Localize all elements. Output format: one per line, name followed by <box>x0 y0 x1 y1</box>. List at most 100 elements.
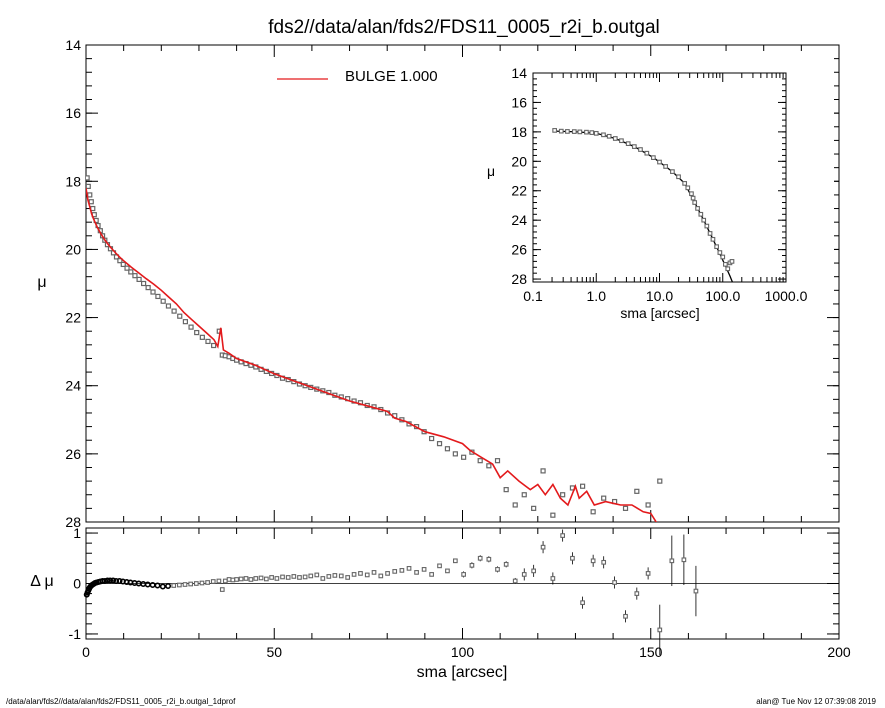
inset-y-tick-label: 24 <box>511 212 527 228</box>
residual-marker <box>302 574 308 580</box>
data-point <box>540 468 546 474</box>
x-tick-label: 0 <box>82 644 90 660</box>
x-tick-label: 50 <box>266 644 282 660</box>
main-y-axis-label: μ <box>37 274 46 291</box>
data-point <box>622 505 629 511</box>
inset-y-tick-label: 14 <box>511 65 527 81</box>
residual-marker <box>461 572 466 577</box>
data-point <box>155 293 161 300</box>
residual-point <box>193 581 199 586</box>
residual-point <box>253 576 259 581</box>
residual-point <box>285 575 291 580</box>
residual-point <box>107 577 114 584</box>
residual-marker <box>623 613 628 619</box>
residual-point <box>512 577 518 585</box>
residual-point <box>503 561 509 568</box>
residual-point <box>258 575 264 581</box>
residual-point <box>351 572 357 577</box>
residual-marker <box>258 575 264 581</box>
inset-data-point <box>593 130 599 136</box>
inset-data-point <box>657 159 662 165</box>
residual-point <box>378 573 384 579</box>
residual-point <box>140 581 147 588</box>
inset-data-point <box>682 181 688 186</box>
residual-marker <box>399 568 405 573</box>
inset-data-point <box>638 147 643 152</box>
residual-point <box>216 578 222 584</box>
residual-marker <box>601 559 607 565</box>
data-point <box>141 280 147 287</box>
footer-file-path: /data/alan/fds2//data/alan/fds2/FDS11_00… <box>6 697 236 706</box>
residual-point <box>291 574 297 579</box>
residual-marker <box>612 580 617 585</box>
data-point <box>120 261 126 268</box>
residual-marker <box>681 557 687 563</box>
x-tick-labels: 0 50 100 150 200 <box>82 644 851 660</box>
residual-marker <box>269 575 274 580</box>
residual-marker <box>486 556 492 562</box>
residual-y-axis-label: Δ μ <box>30 573 53 590</box>
data-point <box>452 451 458 457</box>
residual-point <box>314 572 320 578</box>
residual-point <box>521 568 527 581</box>
inset-x-tick-labels: 0.1 1.0 10.0 100.0 1000.0 <box>523 288 807 304</box>
data-point <box>580 483 586 489</box>
residual-point <box>681 534 687 586</box>
inset-y-tick-label: 16 <box>511 94 527 110</box>
residual-marker <box>364 572 370 578</box>
inset-x-tick-label: 100.0 <box>705 288 740 304</box>
residual-marker <box>338 573 344 579</box>
residual-marker <box>512 578 518 584</box>
residual-point <box>182 582 188 587</box>
inset-data-point <box>571 129 577 134</box>
residual-point <box>188 581 194 587</box>
residual-point <box>580 596 585 609</box>
residual-point <box>445 568 450 574</box>
residual-point <box>338 573 344 579</box>
inset-x-tick-label: 1.0 <box>587 288 607 304</box>
inset-y-tick-label: 28 <box>511 271 527 287</box>
inset-data-point <box>663 164 668 169</box>
figure-title: fds2//data/alan/fds2/FDS11_0005_r2i_b.ou… <box>268 17 660 38</box>
main-plot-area <box>86 175 663 522</box>
residual-ticks <box>85 528 840 639</box>
main-y-tick-label: 24 <box>65 378 81 394</box>
data-point <box>494 458 501 464</box>
residual-point <box>320 576 326 581</box>
residual-point <box>461 571 466 578</box>
residual-marker <box>414 570 419 575</box>
inset-data-point <box>710 236 716 242</box>
data-point <box>205 338 211 345</box>
residual-marker <box>253 576 259 581</box>
data-point <box>86 175 90 181</box>
residual-data-points <box>83 529 699 656</box>
residual-point <box>385 571 390 576</box>
residual-point <box>205 580 210 585</box>
residual-marker <box>332 573 338 578</box>
residual-point <box>165 583 172 590</box>
residual-marker <box>495 567 500 572</box>
residual-point <box>248 577 254 582</box>
residual-point <box>452 558 458 564</box>
inset-data-point <box>692 200 698 205</box>
data-point <box>560 492 566 498</box>
data-point <box>145 284 151 291</box>
residual-marker <box>314 572 320 578</box>
residual-marker <box>320 576 326 581</box>
residual-marker <box>693 588 699 594</box>
residual-point <box>550 572 556 585</box>
residual-marker <box>116 577 123 584</box>
residual-point <box>263 576 269 582</box>
residual-panel: 10-1 0 50 100 150 200 Δ μ sma [arcsec] <box>30 525 851 681</box>
residual-point <box>269 575 274 580</box>
residual-point <box>570 552 575 565</box>
residual-point <box>280 574 285 580</box>
residual-marker <box>351 572 357 577</box>
residual-marker <box>226 577 232 582</box>
data-point <box>194 329 200 336</box>
residual-marker <box>469 562 475 568</box>
residual-point <box>371 570 377 575</box>
legend-label: BULGE 1.000 <box>345 68 438 85</box>
residual-marker <box>385 571 390 576</box>
inset-data-point <box>685 185 691 191</box>
